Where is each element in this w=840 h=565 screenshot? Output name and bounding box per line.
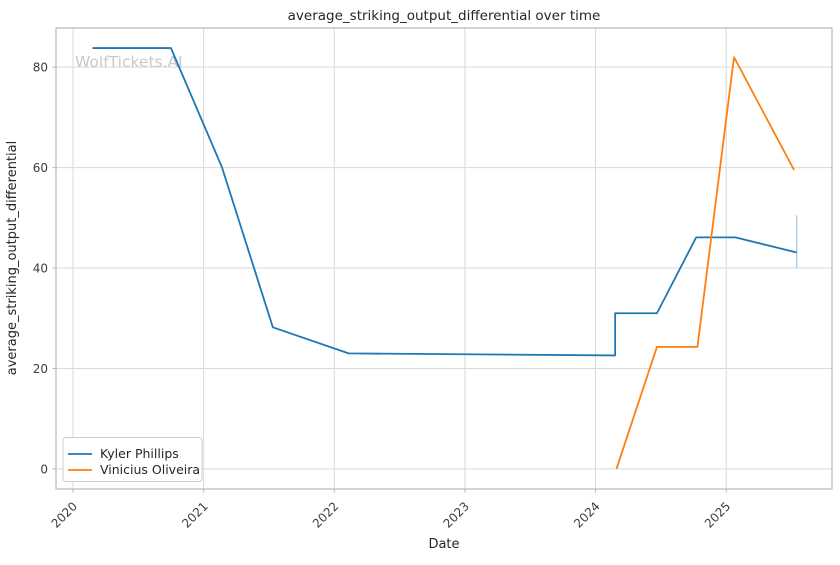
series-lines <box>92 47 798 470</box>
legend-box <box>62 437 203 482</box>
series-line-kyler-phillips <box>92 47 797 357</box>
y-tick-label: 20 <box>33 362 48 376</box>
x-axis-label: Date <box>428 537 459 552</box>
watermark-text: WolfTickets.AI <box>75 53 183 71</box>
legend: Kyler Phillips Vinicius Oliveira <box>62 437 203 482</box>
x-tick-label: 2023 <box>441 499 472 530</box>
legend-label-vinicius-oliveira: Vinicius Oliveira <box>100 462 200 477</box>
x-tick-label: 2024 <box>571 499 602 530</box>
y-tick-label: 40 <box>33 262 48 276</box>
plot-border <box>55 27 833 490</box>
chart-title: average_striking_output_differential ove… <box>288 8 601 24</box>
y-tick-label: 60 <box>33 161 48 175</box>
gridlines <box>56 28 832 489</box>
y-tick-label: 0 <box>40 462 48 476</box>
x-tick-label: 2025 <box>702 499 733 530</box>
x-tick-label: 2022 <box>310 499 341 530</box>
y-axis-label: average_striking_output_differential <box>5 141 20 375</box>
x-tick-label: 2020 <box>49 499 80 530</box>
legend-label-kyler-phillips: Kyler Phillips <box>100 446 179 461</box>
x-tick-label: 2021 <box>179 499 210 530</box>
series-line-vinicius-oliveira <box>615 56 795 470</box>
y-tick-label: 80 <box>33 61 48 75</box>
